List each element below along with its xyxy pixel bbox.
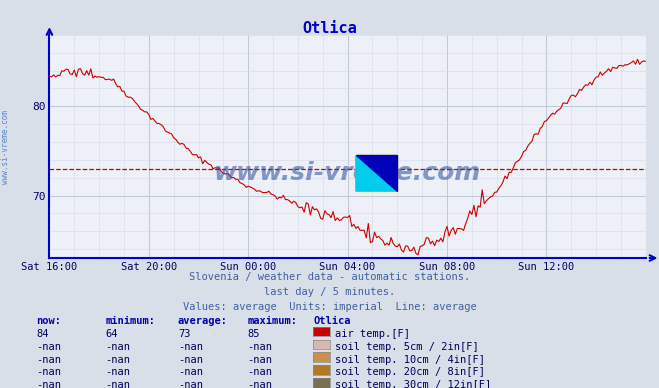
Text: 84: 84 [36, 329, 49, 339]
Text: Values: average  Units: imperial  Line: average: Values: average Units: imperial Line: av… [183, 302, 476, 312]
Text: -nan: -nan [178, 342, 203, 352]
Text: -nan: -nan [247, 355, 272, 365]
Text: Otlica: Otlica [302, 21, 357, 36]
Text: -nan: -nan [247, 380, 272, 388]
Text: Slovenia / weather data - automatic stations.: Slovenia / weather data - automatic stat… [189, 272, 470, 282]
Text: soil temp. 5cm / 2in[F]: soil temp. 5cm / 2in[F] [335, 342, 478, 352]
Text: average:: average: [178, 316, 228, 326]
Text: -nan: -nan [178, 355, 203, 365]
Text: now:: now: [36, 316, 61, 326]
Text: -nan: -nan [36, 355, 61, 365]
Polygon shape [356, 155, 397, 191]
Text: minimum:: minimum: [105, 316, 156, 326]
Text: maximum:: maximum: [247, 316, 297, 326]
Text: -nan: -nan [178, 380, 203, 388]
Text: 73: 73 [178, 329, 190, 339]
Text: -nan: -nan [36, 367, 61, 378]
Text: www.si-vreme.com: www.si-vreme.com [214, 161, 481, 185]
Text: Otlica: Otlica [313, 316, 351, 326]
Text: soil temp. 30cm / 12in[F]: soil temp. 30cm / 12in[F] [335, 380, 491, 388]
Text: -nan: -nan [105, 342, 130, 352]
Text: soil temp. 10cm / 4in[F]: soil temp. 10cm / 4in[F] [335, 355, 485, 365]
Text: soil temp. 20cm / 8in[F]: soil temp. 20cm / 8in[F] [335, 367, 485, 378]
Text: -nan: -nan [178, 367, 203, 378]
Text: -nan: -nan [105, 355, 130, 365]
Bar [356, 155, 397, 191]
Text: 85: 85 [247, 329, 260, 339]
Text: air temp.[F]: air temp.[F] [335, 329, 410, 339]
Text: -nan: -nan [105, 380, 130, 388]
Text: -nan: -nan [247, 342, 272, 352]
Polygon shape [356, 155, 397, 191]
Text: -nan: -nan [36, 342, 61, 352]
Text: -nan: -nan [36, 380, 61, 388]
Text: last day / 5 minutes.: last day / 5 minutes. [264, 287, 395, 297]
Text: -nan: -nan [247, 367, 272, 378]
Text: 64: 64 [105, 329, 118, 339]
Text: -nan: -nan [105, 367, 130, 378]
Text: www.si-vreme.com: www.si-vreme.com [1, 111, 10, 184]
